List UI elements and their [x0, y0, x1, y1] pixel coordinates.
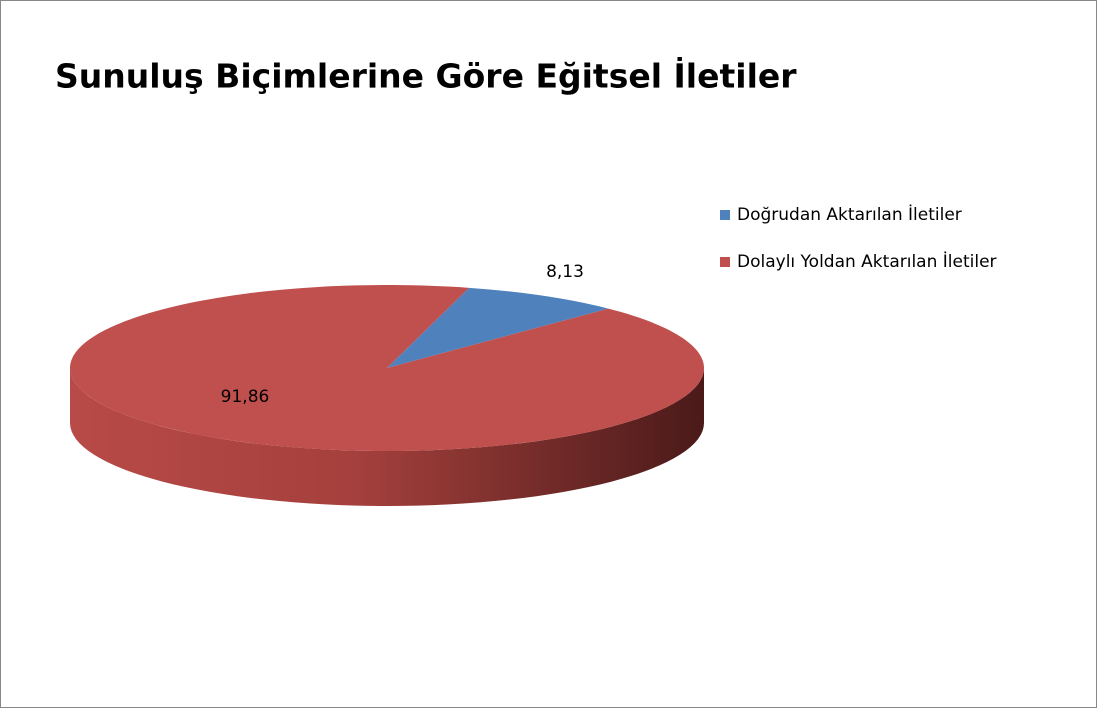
legend-swatch — [720, 210, 730, 220]
data-label: 8,13 — [546, 262, 584, 282]
slice — [387, 287, 609, 368]
legend-label: Doğrudan Aktarılan İletiler — [737, 204, 962, 225]
chart-title: Sunuluş Biçimlerine Göre Eğitsel İletile… — [55, 56, 797, 96]
data-label: 91,86 — [221, 387, 270, 407]
slice — [70, 285, 705, 451]
slice-side — [70, 368, 704, 506]
legend-swatch — [720, 257, 730, 267]
legend-label: Dolaylı Yoldan Aktarılan İletiler — [737, 251, 997, 272]
